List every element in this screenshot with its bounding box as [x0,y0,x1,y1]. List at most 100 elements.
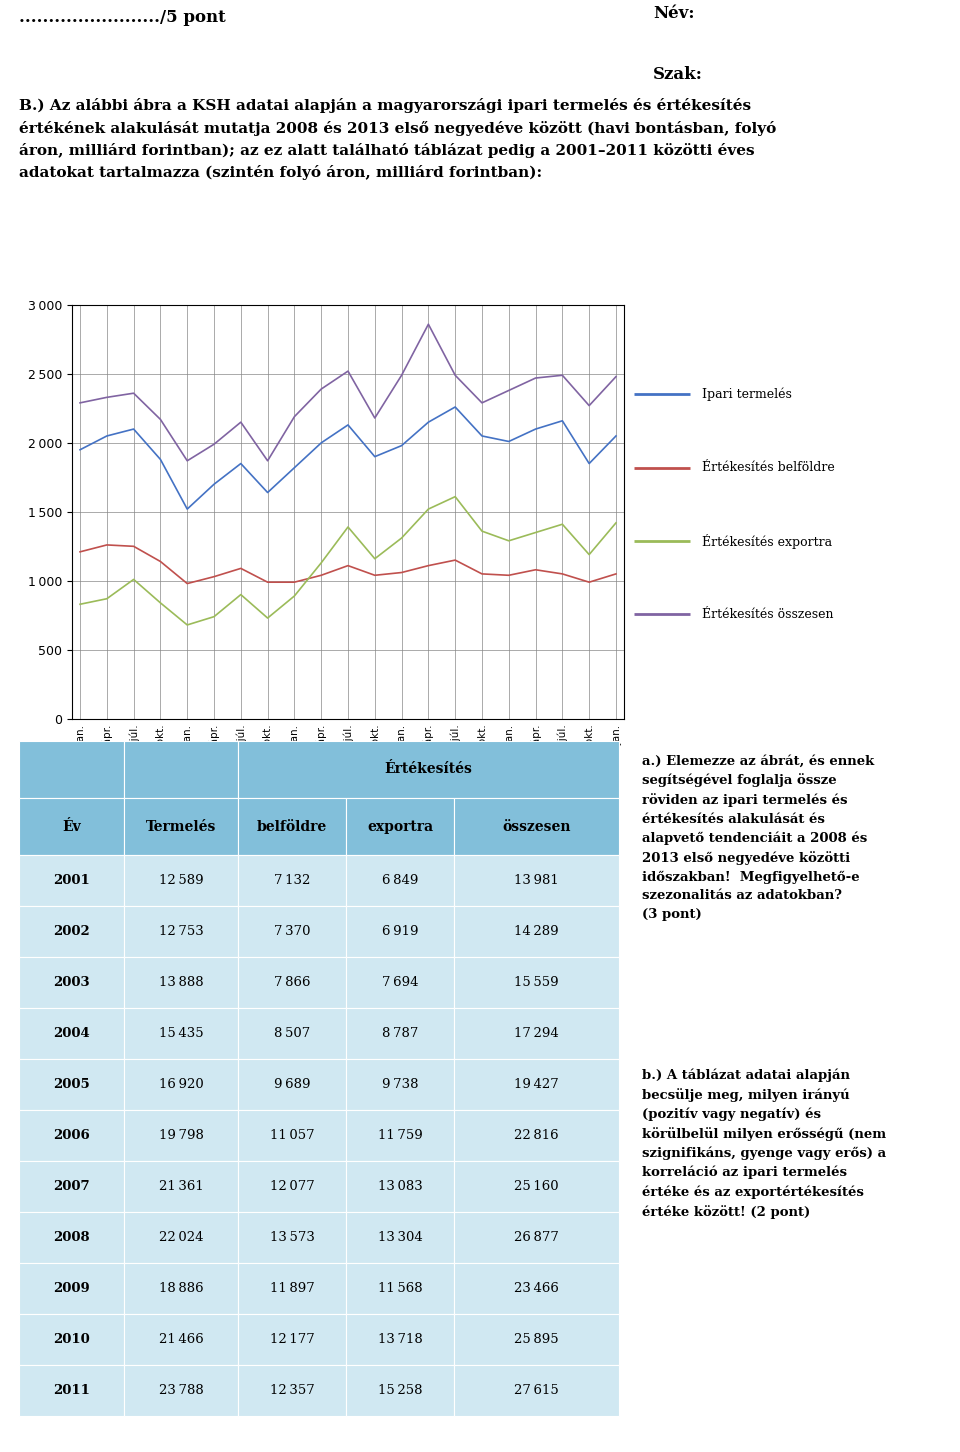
Bar [238,855,347,906]
Bar [454,1212,619,1263]
Text: 2002: 2002 [54,925,90,938]
Bar [347,1314,454,1365]
Bar [238,741,619,799]
Bar [454,1008,619,1059]
Text: 2010: 2010 [54,1333,90,1346]
Bar [347,855,454,906]
Text: 11 057: 11 057 [270,1130,315,1143]
Bar [347,1109,454,1162]
Bar [124,1109,238,1162]
Bar [238,1314,347,1365]
Text: 11 897: 11 897 [270,1282,315,1295]
Text: Név:: Név: [653,4,694,22]
Text: 26 877: 26 877 [515,1231,559,1244]
Text: 16 920: 16 920 [158,1077,204,1090]
Bar [238,1109,347,1162]
Bar [238,1008,347,1059]
Bar [454,1314,619,1365]
Text: 2008: 2008 [54,1231,90,1244]
Bar [19,1263,124,1314]
Text: 2006: 2006 [54,1130,90,1143]
Bar [19,957,124,1008]
Text: 13 888: 13 888 [159,976,204,989]
Bar [347,1059,454,1109]
Bar [124,1162,238,1212]
Text: Értékesítés belföldre: Értékesítés belföldre [703,462,835,473]
Text: 8 507: 8 507 [274,1027,310,1040]
Bar [347,1212,454,1263]
Bar [124,1212,238,1263]
Text: 15 258: 15 258 [378,1384,422,1397]
Bar [124,1314,238,1365]
Bar [454,1162,619,1212]
Bar [19,741,124,799]
Bar [19,1109,124,1162]
Bar [124,799,238,855]
Text: 12 177: 12 177 [270,1333,315,1346]
Text: Ipari termelés: Ipari termelés [703,388,792,401]
Bar [124,1365,238,1416]
Text: 12 077: 12 077 [270,1180,315,1194]
Text: 6 849: 6 849 [382,874,419,887]
Text: 9 689: 9 689 [274,1077,310,1090]
Bar [238,799,347,855]
Bar [238,1059,347,1109]
Text: 2009: 2009 [54,1282,90,1295]
Text: 7 370: 7 370 [274,925,310,938]
Text: összesen: összesen [502,819,571,833]
Text: 23 788: 23 788 [158,1384,204,1397]
Text: a.) Elemezze az ábrát, és ennek
segítségével foglalja össze
röviden az ipari ter: a.) Elemezze az ábrát, és ennek segítség… [641,755,874,921]
Text: 23 466: 23 466 [515,1282,559,1295]
Bar [19,1314,124,1365]
Bar [238,906,347,957]
Text: 2005: 2005 [54,1077,90,1090]
Text: 2007: 2007 [54,1180,90,1194]
Text: belföldre: belföldre [257,819,327,833]
Bar [454,799,619,855]
Text: 19 427: 19 427 [515,1077,559,1090]
Text: Értékesítés exportra: Értékesítés exportra [703,533,832,549]
Text: 7 866: 7 866 [274,976,310,989]
Bar [347,1365,454,1416]
Bar [454,1263,619,1314]
Bar [19,906,124,957]
Text: b.) A táblázat adatai alapján
becsülje meg, milyen irányú
(pozitív vagy negatív): b.) A táblázat adatai alapján becsülje m… [641,1069,886,1218]
Bar [347,957,454,1008]
Bar [124,1008,238,1059]
Text: 13 083: 13 083 [378,1180,422,1194]
Text: 22 024: 22 024 [159,1231,204,1244]
Bar [124,855,238,906]
Bar [238,1212,347,1263]
Text: 2004: 2004 [54,1027,90,1040]
Text: 12 357: 12 357 [270,1384,315,1397]
Text: Termelés: Termelés [146,819,216,833]
Text: 15 435: 15 435 [159,1027,204,1040]
Bar [19,1162,124,1212]
Text: 13 573: 13 573 [270,1231,315,1244]
Text: 21 466: 21 466 [158,1333,204,1346]
Text: ......................../5 pont: ......................../5 pont [19,10,226,26]
Bar [124,1263,238,1314]
Bar [124,1059,238,1109]
Bar [19,1008,124,1059]
Bar [124,741,238,799]
Text: 13 718: 13 718 [378,1333,422,1346]
Bar [347,1008,454,1059]
Bar [19,1212,124,1263]
Text: 14 289: 14 289 [515,925,559,938]
Text: 2003: 2003 [54,976,90,989]
Text: 25 160: 25 160 [515,1180,559,1194]
Bar [238,957,347,1008]
Text: 11 568: 11 568 [378,1282,422,1295]
Text: 8 787: 8 787 [382,1027,419,1040]
Bar [454,855,619,906]
Bar [347,799,454,855]
Text: Értékesítés összesen: Értékesítés összesen [703,608,833,621]
Bar [454,1059,619,1109]
Bar [238,1162,347,1212]
Text: 17 294: 17 294 [515,1027,559,1040]
Bar [454,957,619,1008]
Bar [124,957,238,1008]
Text: B.) Az alábbi ábra a KSH adatai alapján a magyarországi ipari termelés és értéke: B.) Az alábbi ábra a KSH adatai alapján … [19,99,777,180]
Text: 18 886: 18 886 [159,1282,204,1295]
